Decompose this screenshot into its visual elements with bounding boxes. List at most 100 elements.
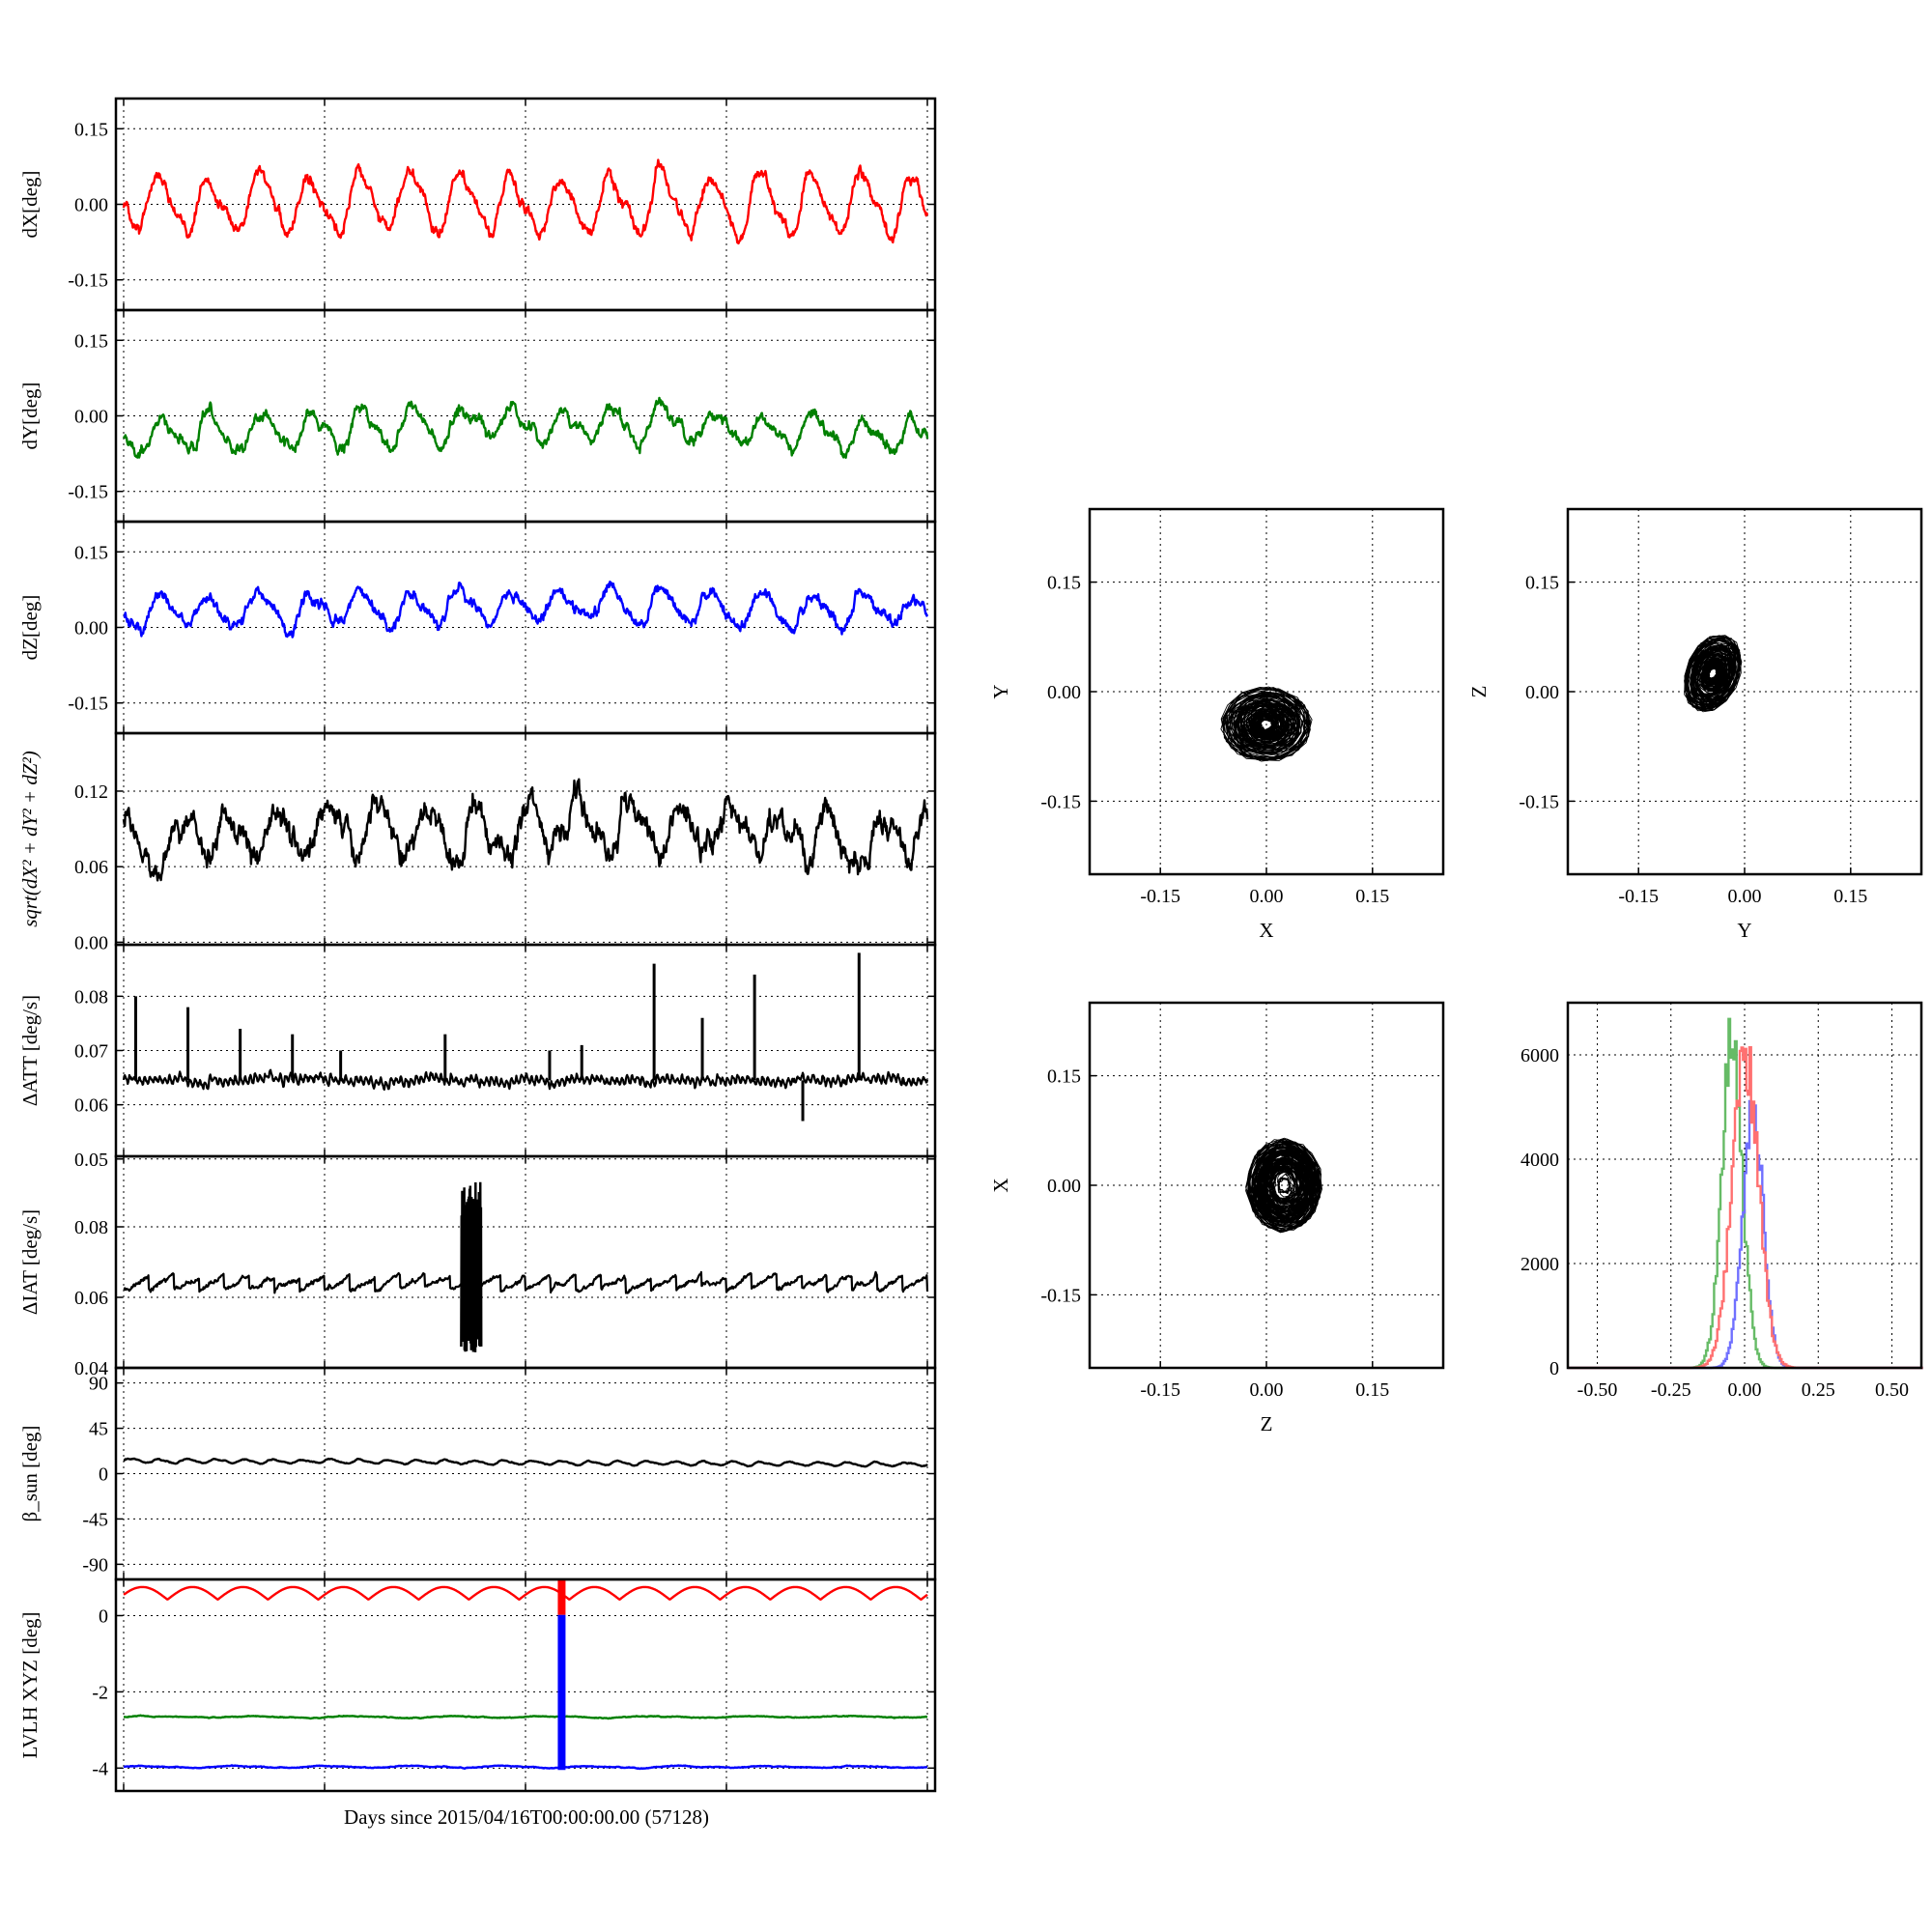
x-tick-label: 0.00 bbox=[1250, 1379, 1284, 1401]
trajectory-xy bbox=[1220, 686, 1313, 762]
x-tick-label: -0.15 bbox=[1140, 1379, 1180, 1401]
y-tick-label: -90 bbox=[82, 1554, 108, 1576]
y-tick-label: 0.15 bbox=[1047, 573, 1081, 594]
panel-dx: 0.15 0.00 -0.15 dX[deg] bbox=[18, 97, 937, 312]
panel-frame bbox=[1566, 507, 1923, 876]
x-tick-label: -0.50 bbox=[1577, 1379, 1618, 1401]
x-axis-label: X bbox=[1259, 919, 1273, 942]
y-tick-label: -0.15 bbox=[1519, 791, 1559, 812]
x-tick-label: 0.25 bbox=[1802, 1379, 1835, 1401]
series-line-datt-0 bbox=[122, 1068, 929, 1092]
panel-diat: 0.08 0.06 0.04 ΔIAT [deg/s] bbox=[18, 1154, 937, 1379]
x-axis-label: Days since 2015/04/16T00:00:00.00 (57128… bbox=[344, 1805, 709, 1829]
y-axis-label: Y bbox=[989, 684, 1012, 698]
y-axis-label: Z bbox=[1467, 686, 1491, 698]
y-tick-label: 0 bbox=[1549, 1358, 1559, 1379]
panel-frame bbox=[1566, 1001, 1923, 1370]
y-tick-label: 0.15 bbox=[1047, 1066, 1081, 1088]
correlation-panels: -0.15 -0.15 0.00 0.00 0.15 0.15 X Y -0.15 -0.15 0.… bbox=[989, 507, 1923, 1435]
x-tick-label: 0.15 bbox=[1833, 886, 1867, 907]
series-line-lvlh-0 bbox=[123, 1585, 928, 1602]
y-tick-label: 2000 bbox=[1520, 1254, 1559, 1275]
y-tick-label: -0.15 bbox=[68, 694, 108, 715]
y-axis-label: ΔATT [deg/s] bbox=[18, 995, 42, 1106]
panel-frame bbox=[1088, 1001, 1445, 1370]
trajectory-yz bbox=[1684, 635, 1743, 713]
series-line-dr-0 bbox=[122, 778, 929, 882]
y-axis-label: X bbox=[989, 1178, 1012, 1192]
panel-hist: -0.50 -0.25 0.00 0.25 0.50 6000 4000 2000 0 bbox=[1520, 1001, 1923, 1401]
y-tick-label: 0.00 bbox=[1047, 682, 1081, 703]
y-axis-label: LVLH XYZ [deg] bbox=[18, 1611, 42, 1758]
x-tick-label: 0.00 bbox=[1250, 886, 1284, 907]
y-tick-label: -0.15 bbox=[68, 482, 108, 503]
series-line-beta-0 bbox=[123, 1457, 928, 1468]
y-axis-label: β_sun [deg] bbox=[18, 1426, 42, 1522]
series-line-dx-0 bbox=[122, 158, 929, 245]
series-line-dy-0 bbox=[122, 396, 929, 459]
y-tick-label: 0.08 bbox=[74, 1217, 108, 1238]
y-tick-label: 0.06 bbox=[74, 1095, 108, 1117]
y-tick-label: 0.12 bbox=[74, 781, 108, 803]
y-tick-label: 0.08 bbox=[74, 986, 108, 1008]
panel-beta: 90 45 0 -45 -90 β_sun [deg] bbox=[18, 1366, 937, 1581]
x-tick-label: 0.15 bbox=[1355, 886, 1389, 907]
y-tick-label: 4000 bbox=[1520, 1150, 1559, 1171]
y-tick-label: 0.04 bbox=[74, 1358, 108, 1379]
x-tick-label: -0.15 bbox=[1140, 886, 1180, 907]
y-tick-label: 0.06 bbox=[74, 857, 108, 878]
panel-frame bbox=[114, 1577, 937, 1793]
y-tick-label: -4 bbox=[92, 1758, 108, 1779]
series-line-lvlh-2 bbox=[123, 1764, 928, 1771]
y-tick-label: -0.15 bbox=[1040, 791, 1081, 812]
x-tick-label: 0.00 bbox=[1728, 886, 1762, 907]
y-tick-label: 0.07 bbox=[74, 1041, 108, 1063]
y-tick-label: 0.00 bbox=[1525, 682, 1559, 703]
y-tick-label: 0.00 bbox=[74, 407, 108, 428]
panel-dz: 0.15 0.00 -0.15 dZ[deg] bbox=[18, 520, 937, 735]
y-tick-label: -2 bbox=[92, 1682, 108, 1703]
y-axis-label: dZ[deg] bbox=[18, 595, 42, 661]
trajectory-zx bbox=[1245, 1137, 1322, 1234]
y-tick-label: 0 bbox=[99, 1464, 108, 1486]
y-axis-label: dY[deg] bbox=[18, 383, 42, 450]
y-tick-label: 0.00 bbox=[74, 195, 108, 216]
series-line-diat-0 bbox=[123, 1270, 929, 1294]
y-axis-label: ΔIAT [deg/s] bbox=[18, 1209, 42, 1315]
y-tick-label: 45 bbox=[89, 1419, 108, 1440]
y-tick-label: 0.00 bbox=[1047, 1176, 1081, 1197]
y-tick-label: 0.06 bbox=[74, 1288, 108, 1309]
panel-datt: 0.08 0.07 0.06 0.05 ΔATT [deg/s] bbox=[18, 943, 937, 1171]
y-tick-label: 0.00 bbox=[74, 932, 108, 953]
y-tick-label: 0.15 bbox=[74, 542, 108, 563]
y-tick-label: 0.05 bbox=[74, 1150, 108, 1171]
x-axis-label: Z bbox=[1261, 1412, 1273, 1435]
y-tick-label: 0.00 bbox=[74, 618, 108, 639]
y-axis-label: dX[deg] bbox=[18, 171, 42, 239]
x-tick-label: -0.15 bbox=[1618, 886, 1659, 907]
y-tick-label: -0.15 bbox=[68, 270, 108, 292]
panel-dy: 0.15 0.00 -0.15 dY[deg] bbox=[18, 308, 937, 524]
time-series-panels: 0.15 0.00 -0.15 dX[deg] 0.15 0.00 -0.15 dY[deg]… bbox=[18, 97, 937, 1793]
y-tick-label: 0.15 bbox=[1525, 573, 1559, 594]
y-tick-label: 0 bbox=[99, 1605, 108, 1627]
panel-xy: -0.15 -0.15 0.00 0.00 0.15 0.15 X Y bbox=[989, 507, 1445, 942]
series-line-dz-0 bbox=[123, 581, 929, 639]
burst-mark bbox=[460, 1181, 483, 1352]
y-tick-label: 0.15 bbox=[74, 330, 108, 352]
y-tick-label: 0.15 bbox=[74, 119, 108, 140]
panel-lvlh: 0 -2 -4 LVLH XYZ [deg] bbox=[18, 1577, 937, 1793]
y-tick-label: 90 bbox=[89, 1374, 108, 1395]
x-tick-label: 0.50 bbox=[1875, 1379, 1909, 1401]
panel-zx: -0.15 -0.15 0.00 0.00 0.15 0.15 Z X bbox=[989, 1001, 1445, 1435]
x-tick-label: -0.25 bbox=[1651, 1379, 1691, 1401]
y-tick-label: -45 bbox=[82, 1509, 108, 1530]
panel-frame bbox=[1088, 507, 1445, 876]
series-line-lvlh-1 bbox=[123, 1714, 928, 1720]
panel-yz: -0.15 -0.15 0.00 0.00 0.15 0.15 Y Z bbox=[1467, 507, 1923, 942]
y-axis-label: sqrt(dX² + dY² + dZ²) bbox=[18, 751, 42, 927]
y-tick-label: 6000 bbox=[1520, 1045, 1559, 1066]
x-tick-label: 0.00 bbox=[1728, 1379, 1762, 1401]
x-tick-label: 0.15 bbox=[1355, 1379, 1389, 1401]
